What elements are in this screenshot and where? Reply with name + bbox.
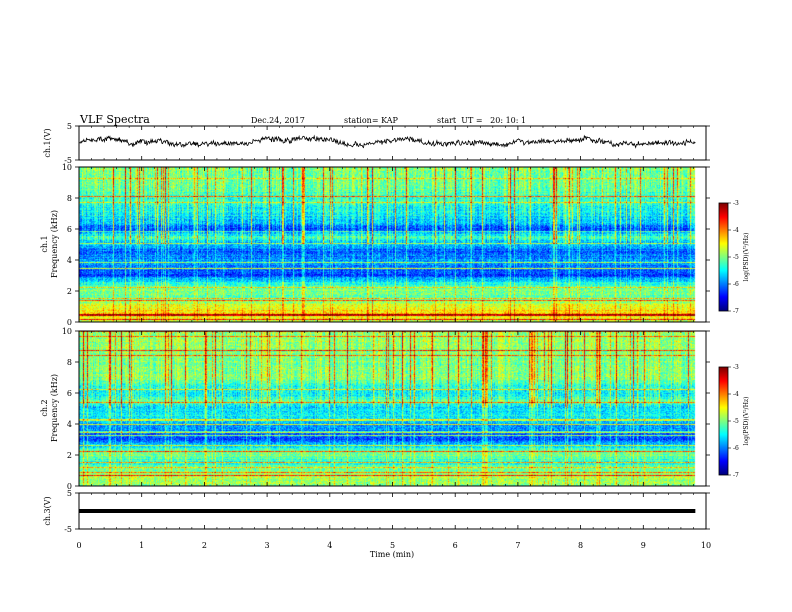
ch2-spectrogram-ylabel-frequency: Frequency (kHz) xyxy=(50,374,59,442)
ch1-colorbar xyxy=(719,203,728,311)
x-tick-label: 4 xyxy=(327,541,332,550)
ch2-spectrogram-ytick-label: 4 xyxy=(67,420,72,429)
x-tick-label: 8 xyxy=(578,541,583,550)
figure-title: VLF Spectra xyxy=(79,113,150,126)
x-axis-title: Time (min) xyxy=(370,550,414,559)
x-tick-label: 7 xyxy=(515,541,520,550)
x-tick-label: 2 xyxy=(202,541,207,550)
ch1-spectrogram-image xyxy=(79,167,706,322)
x-tick-label: 5 xyxy=(390,541,395,550)
ch2-spectrogram-ytick-label: 0 xyxy=(67,482,72,491)
ch2-spectrogram-colorbar-tick-label: -7 xyxy=(733,472,739,479)
ch1-spectrogram-colorbar-tick-label: -6 xyxy=(733,281,739,288)
x-tick-label: 6 xyxy=(453,541,458,550)
x-tick-label: 10 xyxy=(701,541,711,550)
x-tick-label: 9 xyxy=(641,541,646,550)
ch2-spectrogram-colorbar-tick-label: -5 xyxy=(733,418,739,425)
ch2-spectrogram-ylabel-channel: ch.2 xyxy=(40,399,49,416)
ch1-spectrogram-colorbar-tick-label: -5 xyxy=(733,254,739,261)
station-label: station= KAP xyxy=(344,116,399,125)
ch3-voltage-panel: 5 -5 xyxy=(64,489,710,534)
x-tick-label: 1 xyxy=(139,541,144,550)
ch2-spectrogram-ytick-label: 10 xyxy=(62,327,72,336)
ch2-colorbar-label: log(PSD)(V²/Hz) xyxy=(743,397,750,446)
ch2-spectrogram-colorbar-tick-label: -4 xyxy=(733,391,739,398)
ch1-colorbar-label: log(PSD)(V²/Hz) xyxy=(743,233,750,282)
ch1-spectrogram-colorbar-tick-label: -7 xyxy=(733,308,739,315)
ch1-voltage-ytick-label: -5 xyxy=(64,156,72,165)
ch2-spectrogram-image xyxy=(79,331,706,486)
x-tick-label: 3 xyxy=(265,541,270,550)
ch1-spectrogram-ytick-label: 4 xyxy=(67,256,72,265)
ch1-voltage-ylabel: ch.1(V) xyxy=(43,128,52,157)
ch3-voltage-ytick-label: 5 xyxy=(67,489,72,498)
ch1-spectrogram-ytick-label: 8 xyxy=(67,194,72,203)
ch2-spectrogram-colorbar-tick-label: -3 xyxy=(733,364,739,371)
ch1-spectrogram-ytick-label: 2 xyxy=(67,287,72,296)
ch2-colorbar xyxy=(719,367,728,475)
ch1-spectrogram-ylabel-frequency: Frequency (kHz) xyxy=(50,210,59,278)
ch1-spectrogram-ytick-label: 6 xyxy=(67,225,72,234)
ch2-spectrogram-ytick-label: 6 xyxy=(67,389,72,398)
ch3-voltage-ylabel: ch.3(V) xyxy=(43,496,52,525)
ch2-spectrogram-colorbar-tick-label: -6 xyxy=(733,445,739,452)
ch1-spectrogram-ylabel-channel: ch.1 xyxy=(40,235,49,252)
ch1-voltage-ytick-label: 5 xyxy=(67,122,72,131)
ch1-spectrogram-ytick-label: 10 xyxy=(62,163,72,172)
ch2-spectrogram-ytick-label: 2 xyxy=(67,451,72,460)
ch3-voltage-ytick-label: -5 xyxy=(64,525,72,534)
ch1-spectrogram-colorbar-tick-label: -3 xyxy=(733,200,739,207)
ch1-voltage-panel: 5 -5 xyxy=(64,122,710,165)
ch1-voltage-trace xyxy=(78,134,696,149)
start-time-label: start UT = 20: 10: 1 xyxy=(437,116,526,125)
ch2-spectrogram-panel: 0 2 4 6 8 10 -3 -4 -5 -6 -7 xyxy=(62,327,739,491)
ch1-spectrogram-colorbar-tick-label: -4 xyxy=(733,227,739,234)
date-label: Dec.24, 2017 xyxy=(251,116,305,125)
ch1-spectrogram-panel: 0 2 4 6 8 10 -3 -4 -5 -6 -7 xyxy=(62,163,739,327)
ch1-spectrogram-ytick-label: 0 xyxy=(67,318,72,327)
x-tick-label: 0 xyxy=(76,541,81,550)
ch2-spectrogram-ytick-label: 8 xyxy=(67,358,72,367)
